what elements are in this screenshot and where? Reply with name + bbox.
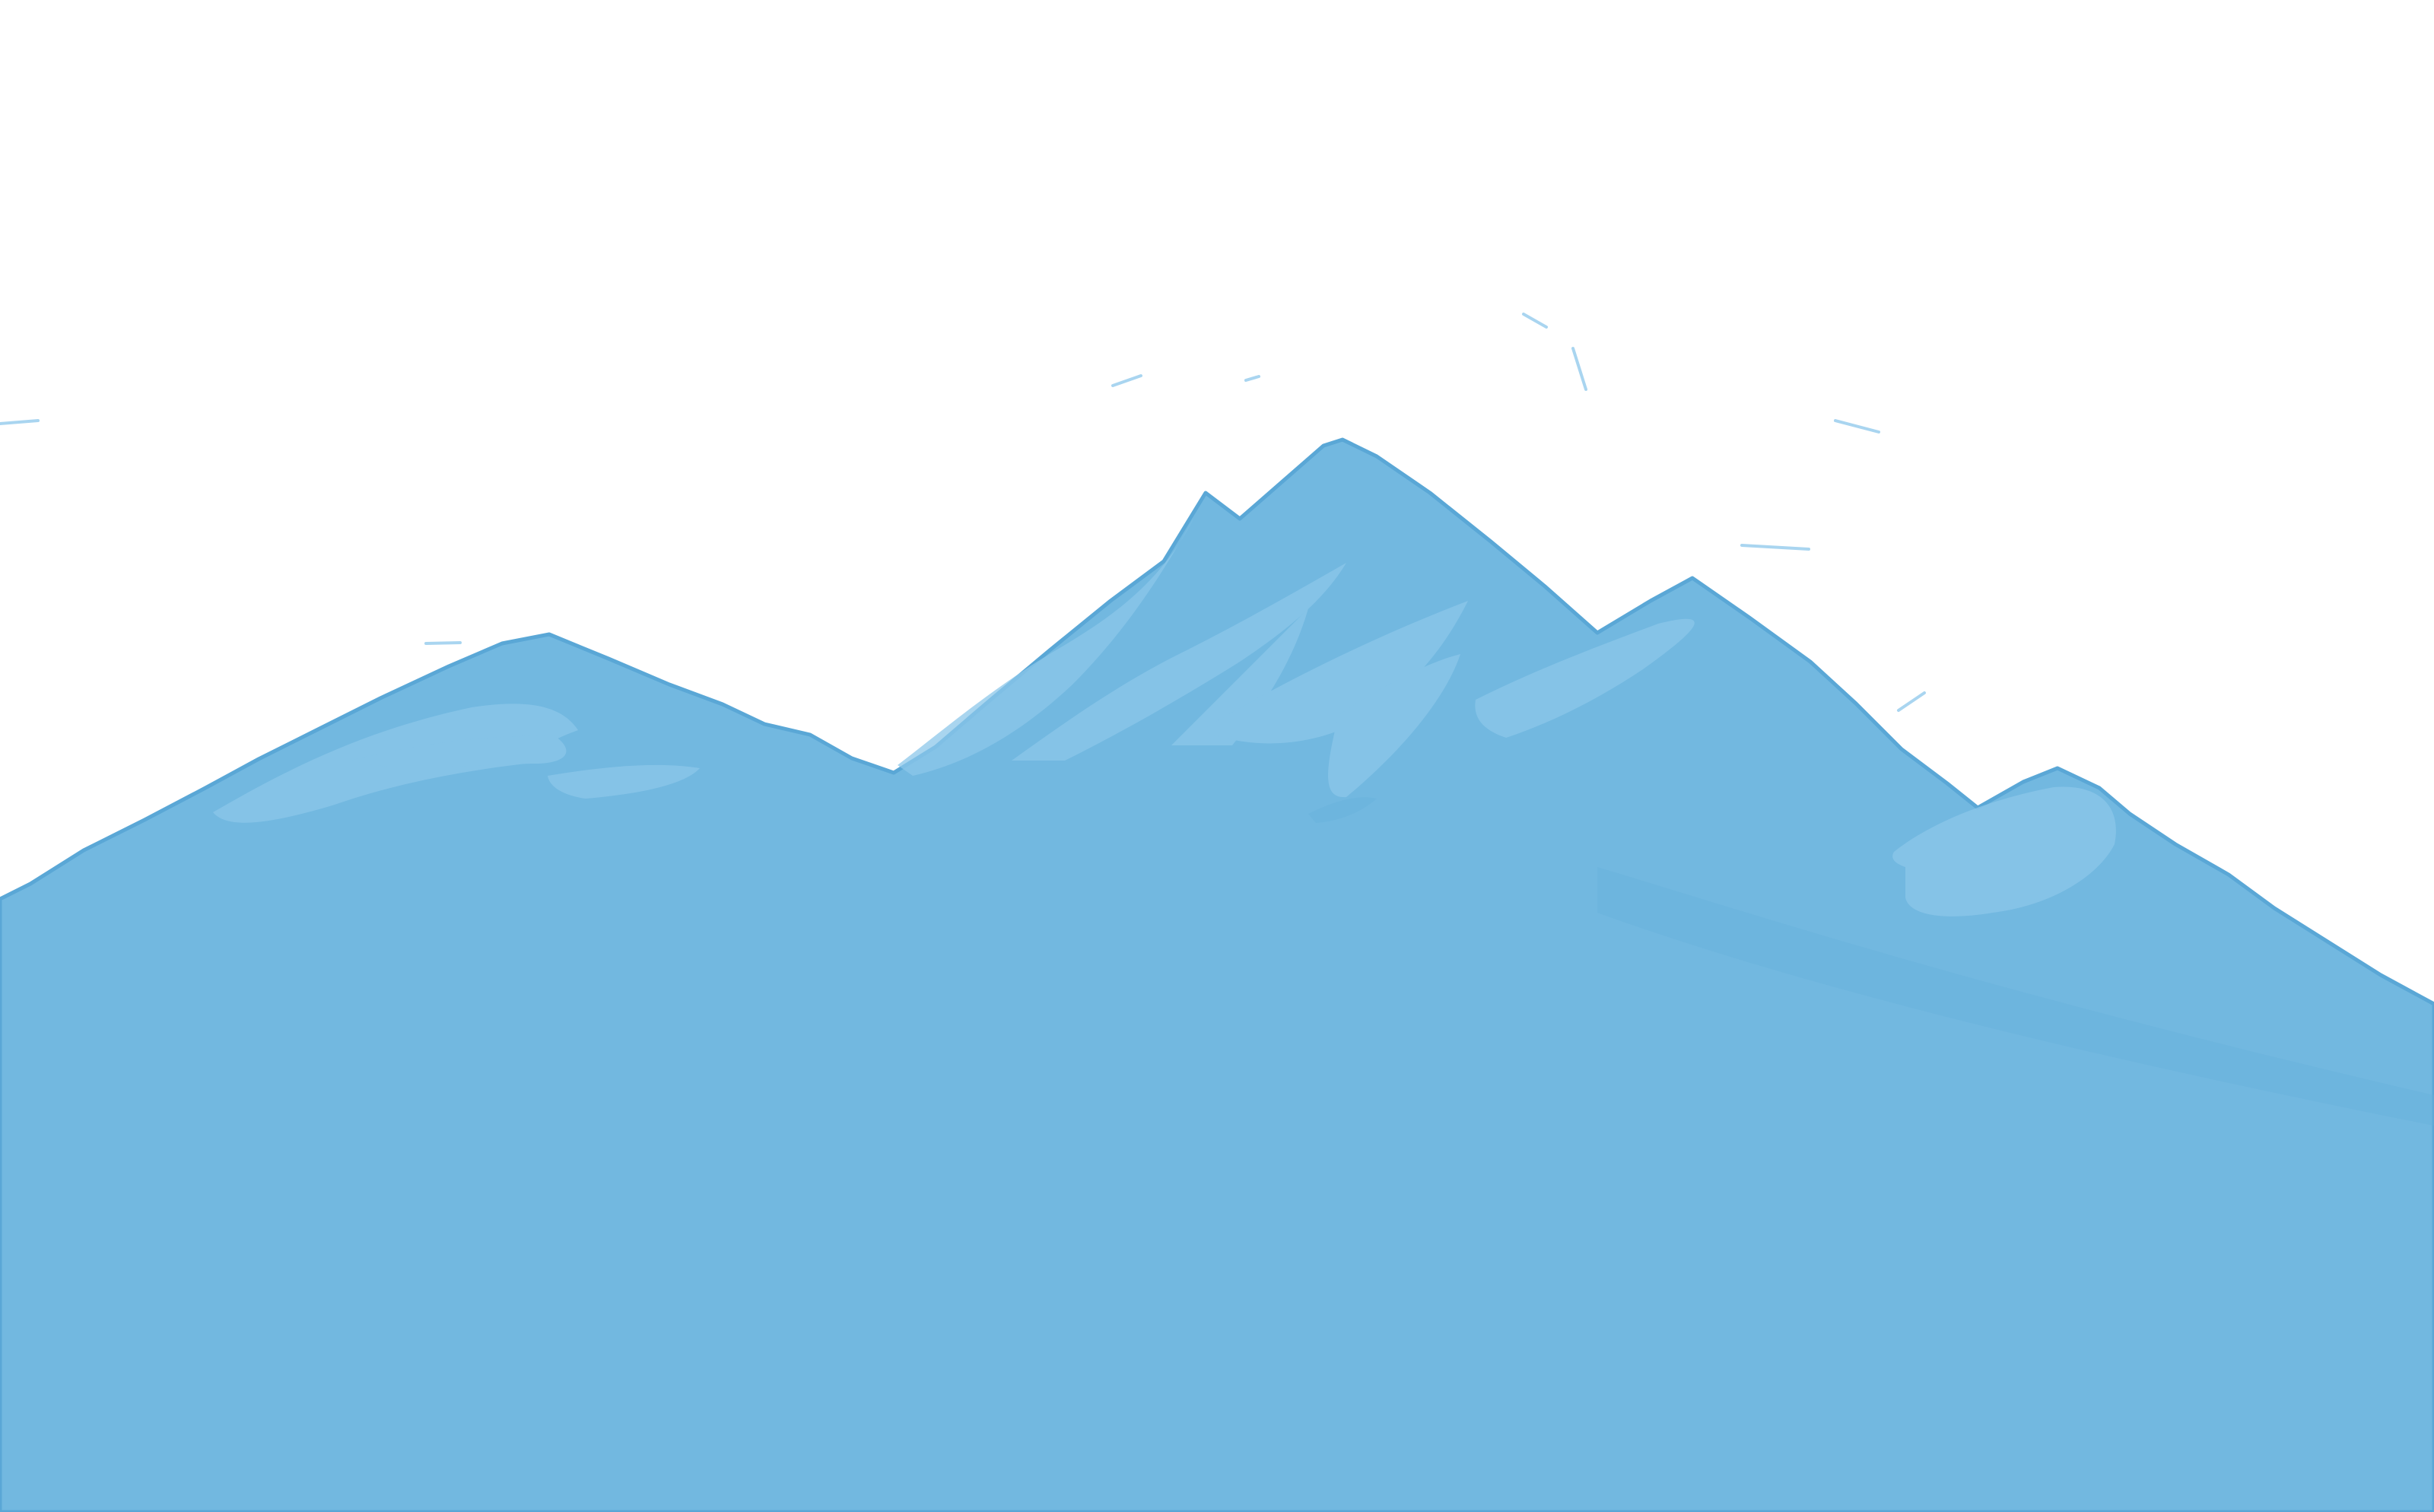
mountain-range <box>0 437 2434 1512</box>
slope-highlights <box>213 517 2116 916</box>
sky-sketch-marks <box>0 313 1926 712</box>
slope-shadows <box>1308 797 2434 1126</box>
